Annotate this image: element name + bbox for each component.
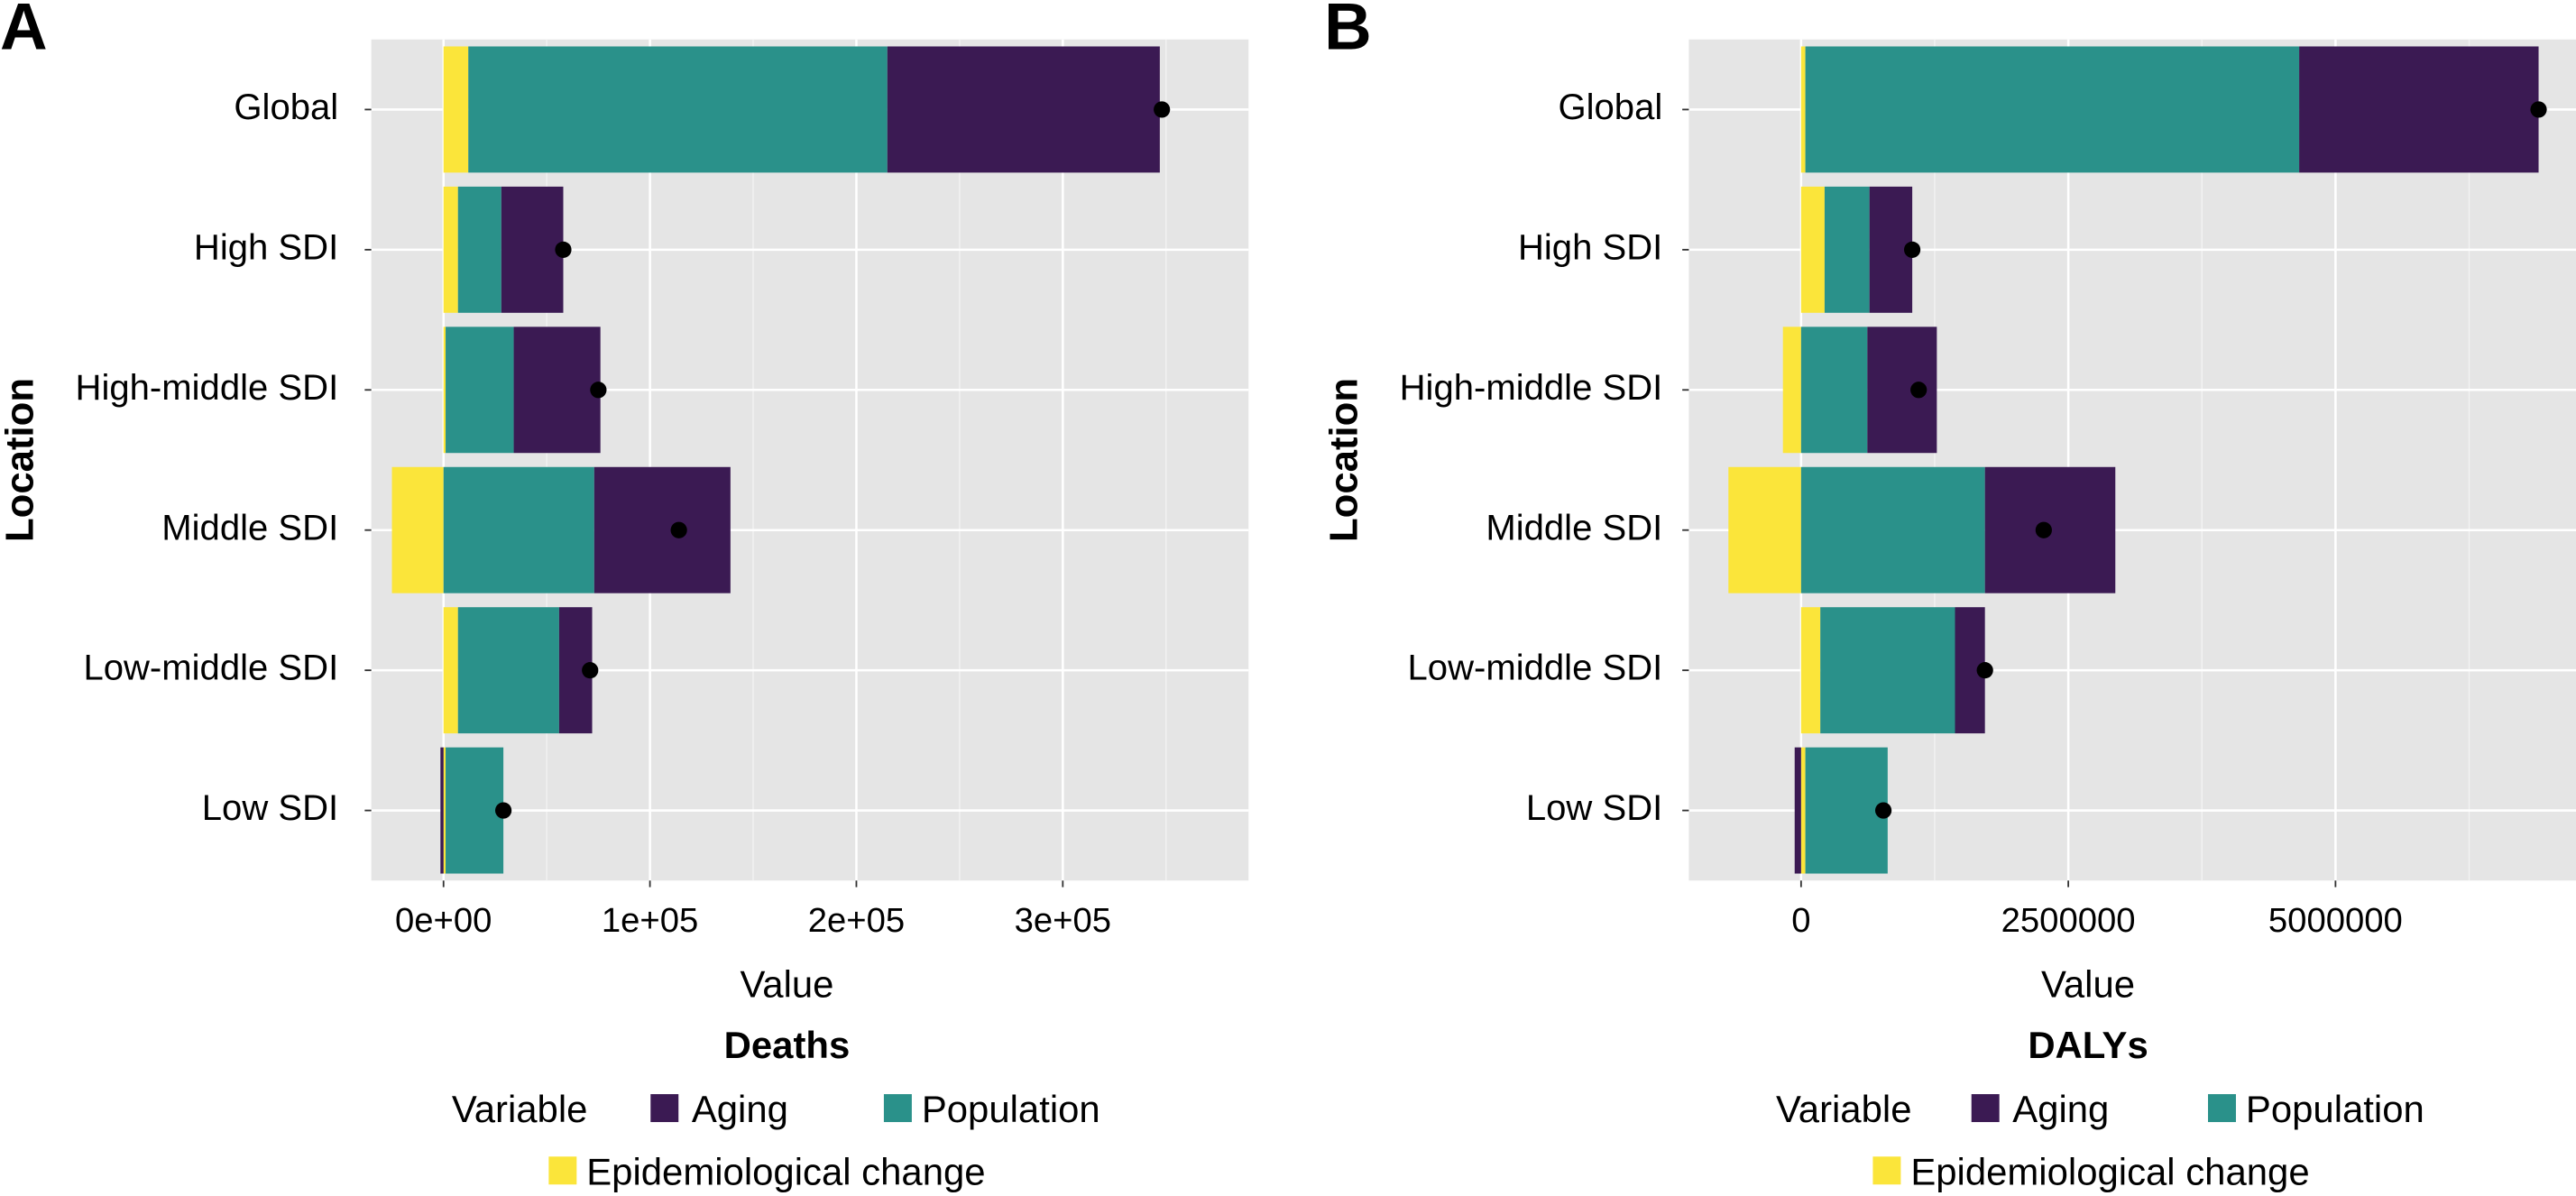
y-tick-labels: Global High SDI High-middle SDI Middle SDI L…	[76, 87, 372, 828]
y-tick-label: Low-middle SDI	[83, 649, 338, 688]
x-axis-title: Value	[2041, 963, 2135, 1006]
bar-segment-aging	[440, 747, 444, 874]
bar-segment-epidemiological-change	[1800, 607, 1821, 734]
y-tick-label: High SDI	[194, 227, 338, 267]
bars	[1728, 46, 2539, 874]
legend: Variable Aging Population Epidemiologica…	[1776, 1088, 2424, 1192]
bar-segment-population	[468, 46, 888, 173]
bar-segment-epidemiological-change	[391, 466, 444, 593]
total-dot	[495, 802, 512, 819]
bars	[391, 46, 1160, 874]
panel-dalys: B Global High SDI High-middle SDI Middle SD…	[1322, 0, 2576, 1192]
total-dot	[1154, 101, 1171, 118]
x-tick-label: 5000000	[2268, 901, 2403, 940]
y-axis-title: Location	[0, 378, 41, 542]
total-dot	[1910, 382, 1927, 399]
x-axis-title: Value	[740, 963, 833, 1006]
x-tick-labels: 0e+00 1e+05 2e+05 3e+05	[395, 880, 1111, 940]
bar-segment-aging	[2299, 46, 2539, 173]
total-dots	[1874, 101, 2547, 819]
total-dot	[2035, 521, 2052, 538]
bar-segment-population	[1805, 747, 1888, 874]
bar-segment-epidemiological-change	[1728, 466, 1801, 593]
bar-segment-epidemiological-change	[443, 46, 469, 173]
x-tick-label: 1e+05	[602, 901, 698, 940]
legend-swatch-aging	[650, 1094, 679, 1123]
panel-caption: Deaths	[724, 1024, 851, 1066]
legend-swatch-population	[883, 1094, 912, 1123]
bar-segment-epidemiological-change	[1800, 747, 1806, 874]
total-dot	[1976, 662, 1993, 679]
total-dot	[582, 662, 599, 679]
y-tick-label: High SDI	[1518, 227, 1662, 267]
legend-label-epidemiological-change: Epidemiological change	[1910, 1150, 2309, 1192]
legend-label-population: Population	[2246, 1088, 2424, 1130]
y-axis-title: Location	[1322, 378, 1366, 542]
total-dot	[1874, 802, 1892, 819]
y-tick-label: High-middle SDI	[76, 368, 339, 408]
x-tick-label: 0	[1791, 901, 1810, 940]
y-tick-label: Middle SDI	[161, 508, 338, 547]
legend-swatch-epidemiological-change	[1872, 1156, 1901, 1185]
bar-segment-aging	[513, 327, 601, 454]
legend-label-aging: Aging	[2012, 1088, 2109, 1130]
bar-segment-aging	[887, 46, 1160, 173]
y-tick-label: Low SDI	[202, 788, 338, 828]
legend-swatch-aging	[1971, 1094, 2000, 1123]
total-dot	[590, 382, 607, 399]
legend-title: Variable	[452, 1088, 588, 1130]
total-dot	[670, 521, 687, 538]
legend: Variable Aging Population Epidemiologica…	[452, 1088, 1100, 1192]
bar-segment-population	[443, 466, 594, 593]
bar-segment-epidemiological-change	[443, 747, 446, 874]
x-tick-labels: 0 2500000 5000000	[1791, 880, 2403, 940]
legend-swatch-population	[2208, 1094, 2236, 1123]
x-tick-label: 2500000	[2001, 901, 2136, 940]
bar-segment-population	[457, 607, 559, 734]
bar-segment-population	[446, 747, 504, 874]
bar-segment-epidemiological-change	[1800, 186, 1825, 313]
plot-background	[1688, 39, 2576, 881]
bar-segment-population	[457, 186, 501, 313]
bar-segment-population	[446, 327, 514, 454]
legend-swatch-epidemiological-change	[548, 1156, 577, 1185]
legend-label-population: Population	[922, 1088, 1100, 1130]
y-tick-label: High-middle SDI	[1400, 368, 1663, 408]
plot-background	[371, 39, 1249, 881]
panel-letter: B	[1324, 0, 1372, 64]
total-dots	[495, 101, 1171, 819]
y-tick-label: Low SDI	[1526, 788, 1662, 828]
total-dot	[2530, 101, 2547, 118]
y-tick-label: Global	[1558, 87, 1662, 127]
panel-deaths: A Global High SDI High-middle SDI Middle SD…	[0, 0, 1249, 1192]
y-tick-label: Global	[234, 87, 338, 127]
x-tick-label: 2e+05	[808, 901, 905, 940]
panel-caption: DALYs	[2028, 1024, 2148, 1066]
y-tick-labels: Global High SDI High-middle SDI Middle SDI L…	[1400, 87, 1689, 828]
bar-segment-aging	[1794, 747, 1801, 874]
panel-letter: A	[0, 0, 48, 64]
bar-segment-epidemiological-change	[443, 186, 458, 313]
legend-title: Variable	[1776, 1088, 1912, 1130]
bar-segment-epidemiological-change	[1800, 46, 1806, 173]
bar-segment-population	[1820, 607, 1955, 734]
x-tick-label: 0e+00	[395, 901, 492, 940]
total-dot	[555, 241, 572, 258]
bar-segment-aging	[501, 186, 564, 313]
y-tick-label: Low-middle SDI	[1408, 649, 1663, 688]
bar-segment-population	[1824, 186, 1870, 313]
x-tick-label: 3e+05	[1015, 901, 1111, 940]
bar-segment-epidemiological-change	[443, 607, 458, 734]
bar-segment-population	[1800, 327, 1868, 454]
legend-label-aging: Aging	[692, 1088, 788, 1130]
y-tick-label: Middle SDI	[1486, 508, 1662, 547]
bar-segment-population	[1800, 466, 1985, 593]
legend-label-epidemiological-change: Epidemiological change	[586, 1150, 985, 1192]
bar-segment-epidemiological-change	[1782, 327, 1801, 454]
total-dot	[1903, 241, 1921, 258]
bar-segment-population	[1805, 46, 2300, 173]
bar-segment-aging	[593, 466, 731, 593]
bar-segment-epidemiological-change	[443, 327, 446, 454]
